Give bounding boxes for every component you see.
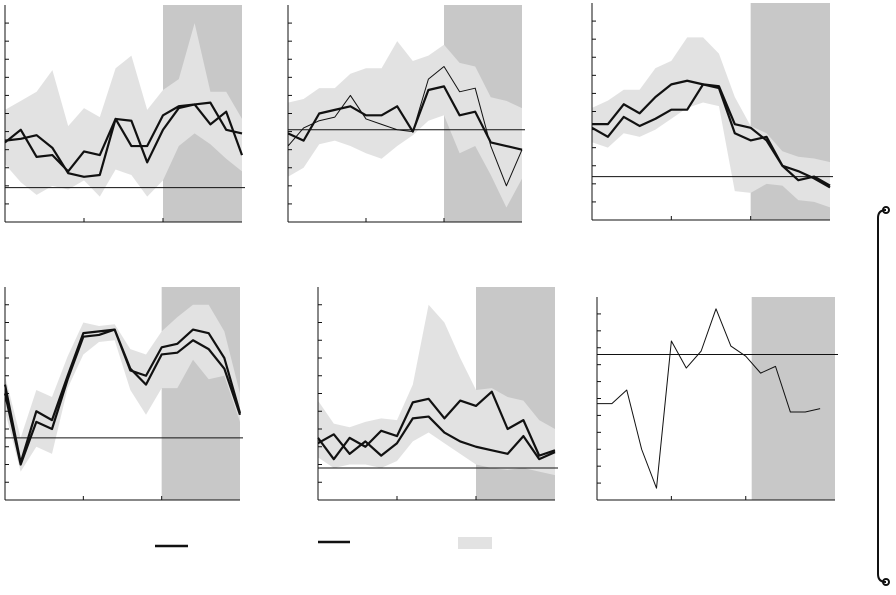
shaded-region [751, 297, 835, 500]
series-line [591, 83, 831, 189]
series-line [287, 65, 523, 187]
bracket-curl [882, 578, 890, 586]
series-line [4, 101, 243, 178]
series-line [597, 308, 821, 489]
series-line [4, 103, 244, 173]
bracket-curl [882, 206, 890, 214]
series-line [287, 85, 523, 151]
band [5, 23, 242, 197]
band [5, 304, 240, 472]
bracket [877, 209, 887, 583]
legend-swatch [458, 537, 492, 549]
series-line [317, 390, 556, 461]
band [592, 37, 830, 208]
band [318, 304, 555, 476]
band [288, 41, 522, 208]
series-line [3, 328, 242, 464]
series-line [317, 415, 556, 461]
